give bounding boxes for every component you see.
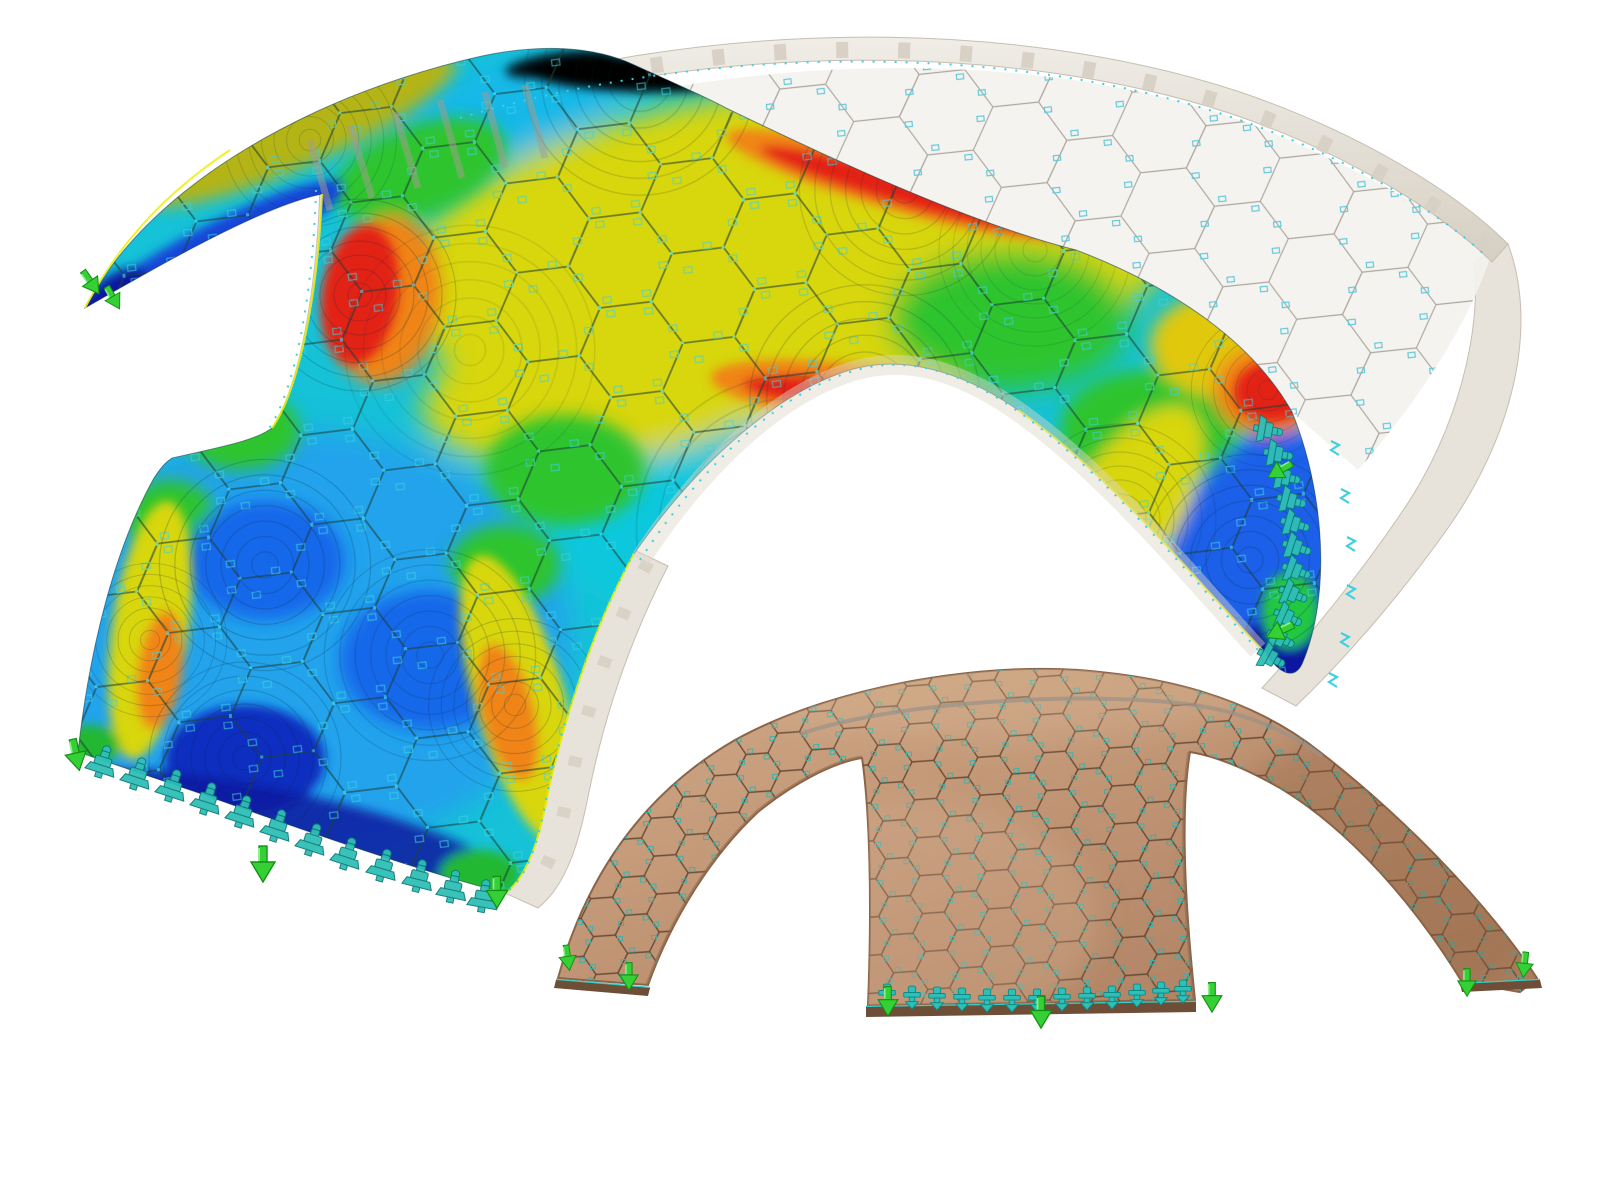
- undeformed-timber-model: [554, 667, 1542, 1017]
- connector-dotted-lines: [267, 60, 1489, 892]
- timber-crown-rim: [799, 696, 1324, 758]
- ghost-central-arch-overlay: [631, 354, 1266, 657]
- spring-icon: [1345, 535, 1357, 553]
- reaction-arrow-icon: [1201, 981, 1223, 1014]
- timber-right-opening-edge: [1182, 751, 1198, 1001]
- ghost-front-leg-fins: [521, 558, 654, 899]
- reaction-arrow-icon: [250, 845, 276, 883]
- wing-ghost-ribs: [306, 84, 549, 211]
- spring-icon: [1327, 671, 1339, 689]
- spring-icon: [1339, 487, 1351, 505]
- ghost-rim-band: [433, 36, 1509, 263]
